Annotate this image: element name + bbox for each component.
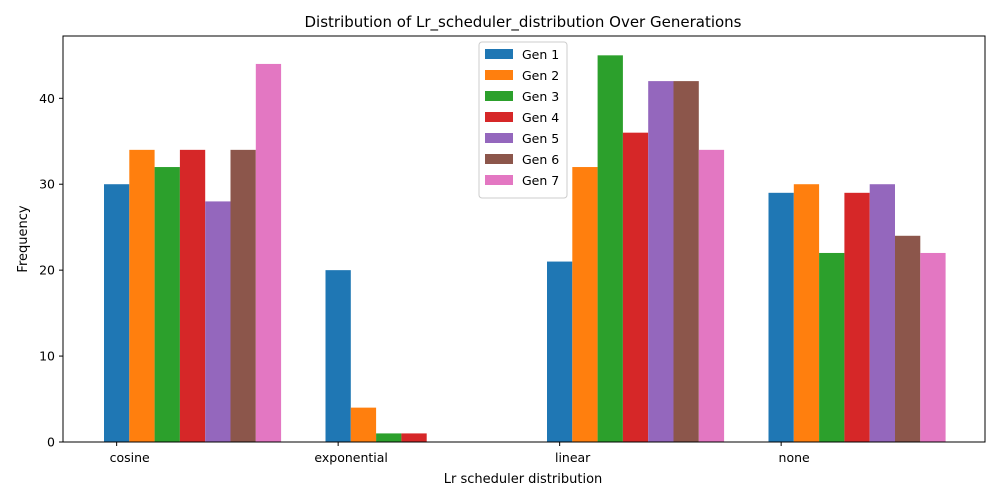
plot-frame [62,35,986,443]
y-tick-label: 10 [39,349,55,364]
bar-gen-2-cosine [129,149,155,442]
bar-gen-4-none [844,192,870,442]
bar-gen-5-linear [648,81,674,443]
legend-label-gen-1: Gen 1 [522,47,559,62]
bar-gen-7-none [920,252,946,442]
bar-gen-5-cosine [205,201,231,442]
bar-gen-5-none [869,184,895,442]
chart-title: Distribution of Lr_scheduler_distributio… [304,13,741,32]
legend-label-gen-2: Gen 2 [522,68,559,83]
legend-swatch-gen-1 [485,49,513,59]
bar-gen-4-cosine [179,149,206,442]
bar-gen-1-none [768,192,794,442]
bar-gen-2-exponential [350,407,377,442]
bar-gen-7-linear [698,149,725,442]
bars-group [104,55,946,443]
legend-label-gen-6: Gen 6 [522,152,559,167]
y-tick-label: 40 [39,91,55,106]
x-tick-label-exponential: exponential [314,450,388,465]
y-tick-label: 30 [39,177,55,192]
legend-label-gen-4: Gen 4 [522,110,559,125]
bar-gen-3-exponential [376,433,402,442]
legend-label-gen-3: Gen 3 [522,89,559,104]
legend-swatch-gen-2 [485,70,513,80]
x-tick-label-linear: linear [555,450,591,465]
legend-swatch-gen-3 [485,91,513,101]
bar-gen-2-none [793,184,820,442]
bar-gen-2-linear [572,167,598,443]
legend-swatch-gen-7 [485,175,513,185]
bar-gen-7-cosine [255,63,282,443]
legend-swatch-gen-5 [485,133,513,143]
legend-swatch-gen-4 [485,112,513,122]
legend-label-gen-5: Gen 5 [522,131,559,146]
x-tick-label-none: none [779,450,810,465]
bar-gen-6-none [895,235,921,442]
y-tick-label: 0 [47,435,55,450]
bar-gen-1-linear [547,261,573,442]
y-tick-label: 20 [39,263,55,278]
bar-gen-6-cosine [230,149,256,442]
bar-gen-3-cosine [154,167,180,443]
bar-gen-3-linear [597,55,623,442]
legend-swatch-gen-6 [485,154,513,164]
bar-gen-1-exponential [325,270,351,442]
x-axis-label: Lr scheduler distribution [444,472,603,487]
axes-group: 0 10 20 30 40 cosine exponential linear none [39,35,986,465]
legend: Gen 1 Gen 2 Gen 3 Gen 4 Gen 5 Gen 6 Gen 7 [478,41,568,199]
y-axis-label: Frequency [16,205,31,272]
bar-gen-4-exponential [401,433,427,442]
bar-gen-1-cosine [104,184,130,442]
x-tick-label-cosine: cosine [110,450,150,465]
bar-gen-3-none [819,252,845,442]
bar-gen-4-linear [622,132,649,443]
legend-label-gen-7: Gen 7 [522,173,559,188]
bar-gen-6-linear [673,81,699,443]
